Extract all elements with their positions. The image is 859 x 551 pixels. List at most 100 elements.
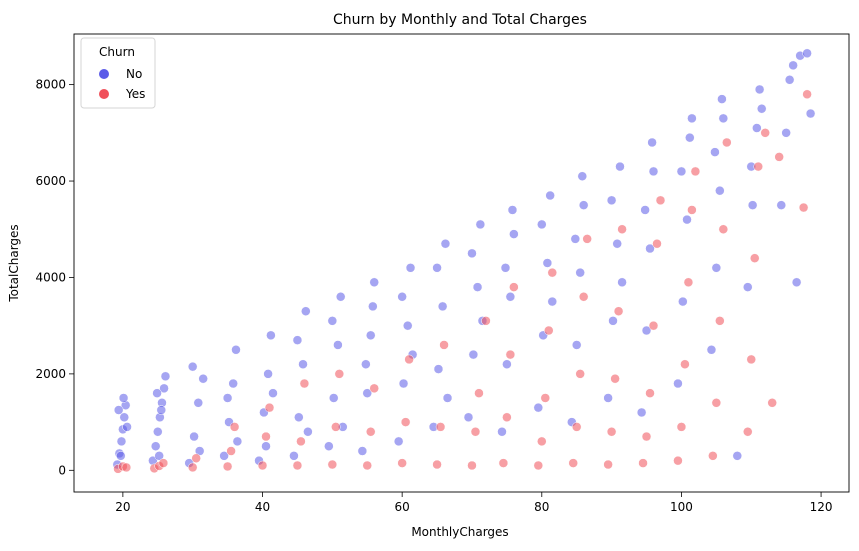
- data-point-no: [533, 402, 544, 413]
- data-point-no: [228, 378, 238, 389]
- x-axis-label: MonthlyCharges: [411, 525, 508, 539]
- data-point-no: [636, 407, 647, 418]
- chart-title: Churn by Monthly and Total Charges: [333, 12, 587, 28]
- data-point-no: [398, 378, 409, 389]
- data-point-no: [710, 147, 720, 157]
- data-point-yes: [802, 89, 812, 100]
- data-point-no: [113, 405, 124, 415]
- data-point-no: [118, 393, 129, 403]
- data-point-no: [193, 398, 204, 408]
- data-point-no: [507, 205, 518, 215]
- data-point-no: [505, 291, 516, 302]
- data-point-yes: [708, 451, 718, 461]
- x-tick-label: 40: [255, 500, 270, 514]
- data-point-no: [575, 267, 585, 278]
- data-point-no: [116, 451, 126, 461]
- data-point-yes: [481, 316, 491, 326]
- data-point-no: [717, 94, 727, 104]
- data-point-no: [547, 296, 558, 307]
- legend-label-no: No: [126, 67, 142, 81]
- data-point-yes: [743, 426, 753, 437]
- data-point-no: [432, 263, 442, 273]
- data-point-no: [776, 200, 787, 210]
- y-tick-label: 4000: [35, 270, 66, 284]
- data-point-yes: [299, 378, 310, 389]
- x-tick-label: 100: [670, 500, 693, 514]
- legend-label-yes: Yes: [125, 87, 145, 101]
- data-point-no: [393, 436, 404, 447]
- data-point-yes: [641, 431, 652, 442]
- data-point-no: [603, 393, 613, 403]
- data-point-no: [545, 190, 555, 201]
- data-point-no: [333, 340, 343, 350]
- data-point-no: [784, 75, 795, 85]
- data-point-no: [189, 431, 199, 442]
- data-point-no: [187, 361, 198, 372]
- data-point-yes: [327, 459, 338, 470]
- data-point-no: [500, 263, 511, 273]
- legend-marker-yes: [99, 89, 109, 99]
- data-point-no: [752, 123, 762, 133]
- data-point-yes: [645, 388, 655, 398]
- data-point-no: [298, 359, 308, 369]
- data-point-no: [327, 316, 338, 326]
- data-point-no: [402, 320, 413, 331]
- data-point-no: [222, 393, 233, 403]
- data-point-no: [641, 325, 652, 336]
- data-point-yes: [746, 354, 757, 365]
- data-point-no: [433, 364, 444, 374]
- data-point-no: [608, 316, 618, 326]
- data-point-yes: [544, 325, 554, 336]
- data-point-no: [509, 229, 519, 239]
- data-point-no: [116, 436, 127, 447]
- legend-box: [80, 37, 156, 109]
- data-point-no: [437, 301, 448, 312]
- series-no: [112, 48, 816, 470]
- data-point-no: [268, 388, 278, 398]
- data-point-no: [301, 306, 311, 316]
- data-point-yes: [229, 422, 240, 432]
- data-point-yes: [121, 462, 132, 473]
- data-point-no: [747, 200, 758, 210]
- plot-frame: [73, 33, 850, 493]
- data-point-yes: [722, 137, 732, 148]
- data-point-no: [357, 446, 368, 456]
- data-point-no: [303, 426, 313, 437]
- data-point-no: [570, 234, 581, 244]
- data-point-yes: [638, 458, 648, 468]
- data-point-no: [475, 219, 486, 230]
- data-point-yes: [331, 422, 341, 432]
- data-point-yes: [774, 152, 784, 162]
- data-point-yes: [711, 398, 722, 408]
- legend: Churn No Yes: [80, 37, 156, 109]
- data-point-yes: [767, 398, 777, 408]
- data-point-no: [805, 108, 816, 119]
- data-point-no: [261, 441, 271, 451]
- x-axis: 20 40 60 80 100 120: [115, 492, 833, 514]
- data-point-yes: [578, 291, 589, 302]
- data-point-no: [362, 388, 372, 398]
- data-point-no: [292, 335, 303, 345]
- x-tick-label: 120: [810, 500, 833, 514]
- data-point-yes: [683, 277, 694, 288]
- data-point-yes: [474, 388, 484, 398]
- data-point-no: [711, 263, 722, 273]
- data-point-no: [617, 277, 627, 288]
- data-point-yes: [509, 282, 519, 292]
- data-point-no: [289, 451, 299, 461]
- data-point-yes: [617, 224, 627, 235]
- data-point-yes: [400, 417, 411, 427]
- data-point-no: [440, 238, 451, 249]
- data-point-no: [788, 60, 798, 71]
- legend-title: Churn: [99, 45, 135, 59]
- data-point-no: [154, 451, 164, 461]
- data-point-no: [467, 248, 477, 259]
- data-point-no: [715, 185, 725, 196]
- data-point-no: [718, 113, 729, 124]
- data-point-no: [802, 48, 812, 59]
- data-point-no: [754, 84, 765, 95]
- data-point-yes: [582, 234, 592, 244]
- data-point-no: [673, 378, 683, 389]
